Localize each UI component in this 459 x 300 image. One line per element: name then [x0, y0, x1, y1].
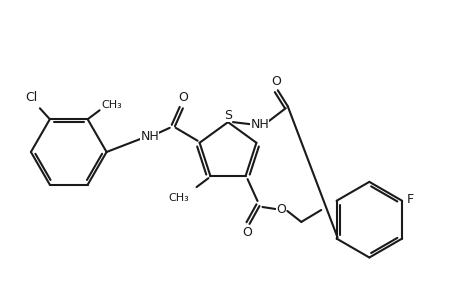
Text: F: F: [406, 193, 413, 206]
Text: O: O: [270, 75, 280, 88]
Text: O: O: [179, 92, 188, 104]
Text: S: S: [224, 109, 231, 122]
Text: NH: NH: [140, 130, 159, 143]
Text: O: O: [242, 226, 252, 239]
Text: O: O: [276, 203, 285, 217]
Text: CH₃: CH₃: [101, 100, 122, 110]
Text: CH₃: CH₃: [168, 193, 189, 203]
Text: Cl: Cl: [25, 91, 37, 104]
Text: NH: NH: [250, 118, 269, 130]
